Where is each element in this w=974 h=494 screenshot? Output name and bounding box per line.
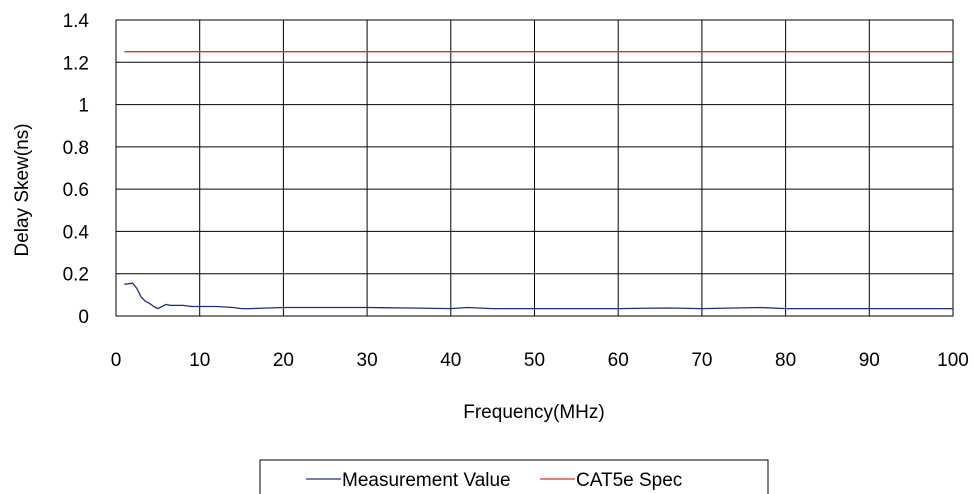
x-tick-label: 70: [691, 350, 712, 371]
grid-lines: [115, 19, 954, 317]
y-tick-label: 0.2: [63, 265, 89, 286]
x-tick-label: 90: [859, 350, 880, 371]
x-axis-label: Frequency(MHz): [463, 402, 604, 423]
x-tick-label: 10: [189, 350, 210, 371]
x-axis-ticks: 0 10 20 30 40 50 60 70 80 90 100: [111, 350, 969, 371]
legend-label-0: Measurement Value: [342, 470, 511, 491]
y-tick-label: 1: [78, 96, 89, 117]
x-tick-label: 100: [937, 350, 969, 371]
x-tick-label: 50: [524, 350, 545, 371]
y-axis-label: Delay Skew(ns): [12, 123, 33, 256]
x-tick-label: 30: [357, 350, 378, 371]
y-tick-label: 1.2: [63, 53, 89, 74]
legend: Measurement Value CAT5e Spec: [259, 459, 769, 494]
y-tick-label: 0.6: [63, 180, 89, 201]
y-tick-label: 0.8: [63, 138, 89, 159]
legend-label-1: CAT5e Spec: [576, 470, 682, 491]
y-tick-label: 0: [78, 307, 89, 328]
series-line-0: [124, 282, 953, 310]
series-layer: [124, 51, 953, 310]
x-tick-label: 40: [440, 350, 461, 371]
y-tick-label: 1.4: [63, 11, 90, 32]
y-tick-label: 0.4: [63, 222, 90, 243]
legend-box: [259, 459, 769, 494]
x-tick-label: 60: [608, 350, 629, 371]
x-tick-label: 80: [775, 350, 796, 371]
x-tick-label: 20: [273, 350, 294, 371]
y-axis-ticks: 0 0.2 0.4 0.6 0.8 1 1.2 1.4: [63, 11, 90, 328]
x-tick-label: 0: [111, 350, 122, 371]
plot-area-frame: [115, 19, 954, 317]
